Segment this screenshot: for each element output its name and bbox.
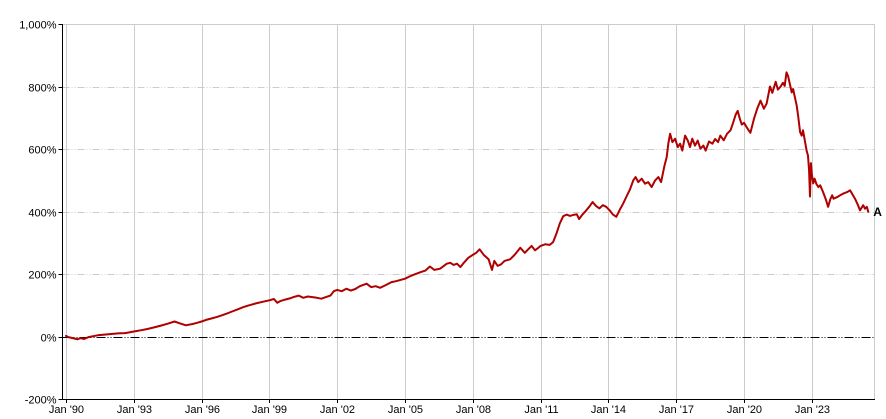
x-axis-label: Jan '05: [388, 404, 423, 416]
x-axis-label: Jan '17: [659, 404, 694, 416]
x-axis-label: Jan '96: [185, 404, 220, 416]
y-axis-label: 0%: [41, 333, 57, 345]
x-axis-labels: Jan '90 Jan '93 Jan '96 Jan '99 Jan '02 Jan '…: [49, 404, 830, 416]
y-axis-labels: 1,000% 800% 600% 400% 200% 0% -200%: [19, 20, 57, 407]
gridlines: [62, 24, 875, 399]
x-axis-label: Jan '20: [727, 404, 762, 416]
series-end-label: A: [873, 205, 882, 219]
y-axis-label: 600%: [28, 145, 56, 157]
x-axis-label: Jan '14: [591, 404, 626, 416]
axis-ticks: [58, 24, 813, 403]
y-axis-label: -200%: [25, 395, 57, 407]
y-axis-label: 800%: [28, 83, 56, 95]
x-axis-label: Jan '93: [117, 404, 152, 416]
x-axis-label: Jan '02: [320, 404, 355, 416]
y-axis-label: 1,000%: [19, 20, 57, 32]
axes: [62, 24, 875, 400]
x-axis-label: Jan '11: [524, 404, 558, 416]
x-axis-label: Jan '23: [795, 404, 830, 416]
series-a-line: [65, 71, 870, 341]
series-group: [65, 71, 870, 341]
x-axis-label: Jan '99: [252, 404, 287, 416]
x-axis-label: Jan '08: [456, 404, 491, 416]
y-axis-label: 400%: [28, 208, 56, 220]
y-axis-label: 200%: [28, 270, 56, 282]
x-axis-label: Jan '90: [49, 404, 84, 416]
